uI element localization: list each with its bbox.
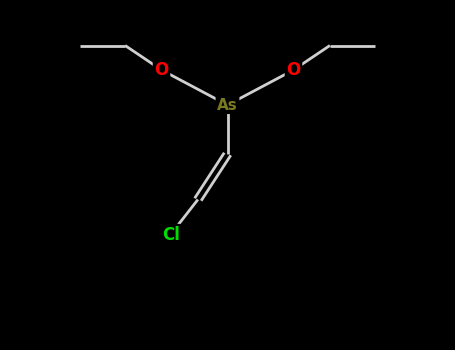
Text: O: O	[286, 61, 301, 79]
Text: Cl: Cl	[162, 225, 180, 244]
Text: As: As	[217, 98, 238, 112]
Text: O: O	[154, 61, 169, 79]
